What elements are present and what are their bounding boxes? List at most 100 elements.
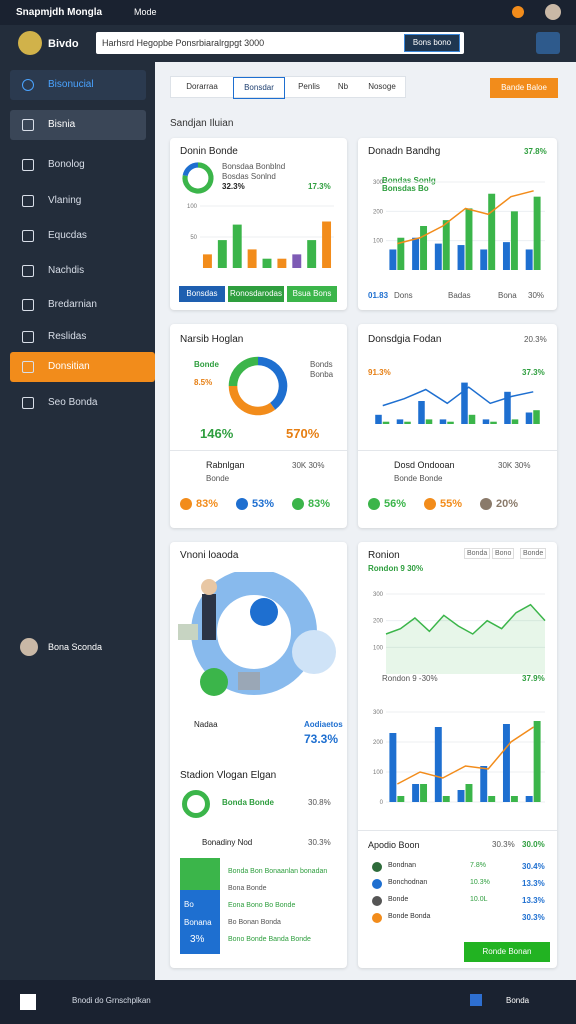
bar [533,196,541,270]
bar [502,242,510,270]
tab[interactable]: Bonsdar [233,77,285,99]
stat: 91.3% [368,368,391,377]
stat: 20% [496,498,519,510]
button[interactable]: Ronde Bonan [464,942,550,962]
nav-item[interactable]: Seo Bonda [48,397,98,408]
bar [397,796,405,802]
tab[interactable]: Bono [492,548,515,559]
bar [397,237,405,270]
legend: Bonba [310,370,334,379]
card-title: Vnoni loaoda [180,550,239,561]
avatar[interactable] [545,4,561,20]
tag: Nadaa [194,720,218,729]
user-name[interactable]: Bona Sconda [48,642,103,652]
stat: Rondon 9 30% [368,564,424,573]
bar [490,421,497,424]
menu[interactable]: Mode [134,7,157,17]
nav-icon [22,397,34,409]
bar [504,391,511,424]
row-name: Bondnan [388,862,417,869]
y-tick-label: 200 [373,209,384,215]
profile-button[interactable] [536,32,560,54]
row-b: 13.3% [522,896,545,905]
y-tick-label: 200 [373,619,384,625]
side-label: Bonde [194,360,219,369]
bar [277,258,287,268]
tab[interactable]: Nosoge [368,82,396,91]
stat-dot [180,498,192,510]
bar [461,382,468,424]
card: Donin Bonde Bonsdaa Bonblnd Bosdas Sonln… [170,138,347,310]
nav-item[interactable]: Bisnia [10,110,146,140]
card-title: Narsib Hoglan [180,334,244,345]
nav-item[interactable]: Vlaning [48,195,82,206]
bar [465,208,473,270]
bar [247,249,257,268]
list-item: Bono Bonde Banda Bonde [228,936,311,943]
legend: 30% [528,291,545,300]
header: Bivdo Harhsrd Hegopbe Ponsrbiaralrgpgt 3… [0,25,576,62]
legend: Bosdas Sonlnd [222,172,276,181]
card: Narsib Hoglan Bonde 8.5% Bonds Bonba 146… [170,324,347,528]
line [397,190,534,245]
nav-icon [22,159,34,171]
action-button[interactable]: Bande Baloe [490,78,558,98]
nav-icon [22,361,34,373]
footer: Bnodi do Grnschplkan Bonda [0,980,576,1024]
row-a: 10.3% [470,879,490,886]
panel-text: 3% [190,934,205,945]
nav-icon [22,230,34,242]
button[interactable]: Bonsdas [179,286,225,302]
bar [468,414,476,424]
donut-slice [228,356,259,387]
search-button[interactable]: Bons bono [404,34,460,52]
nav-item[interactable]: Nachdis [48,265,85,276]
y-tick-label: 200 [373,740,384,746]
button[interactable]: Ronosdarodas [228,286,284,302]
nav-icon [22,119,34,131]
notify[interactable] [512,6,524,18]
card: Ronion Bonda Bono Bonde Rondon 9 30% 100 20… [358,542,557,968]
tab[interactable]: Dorarraa [186,82,218,91]
bar [434,243,442,270]
button[interactable]: Bsua Bons [287,286,337,302]
nav-item[interactable]: Equcdas [48,230,87,241]
card: Donadn Bandhg 37.8% Bondas Sonlg Bonsdas… [358,138,557,310]
combo-chart [375,382,540,424]
stat: 20.3% [524,335,547,344]
bar [375,414,382,424]
bar [420,226,428,270]
stat: 17.3% [308,182,331,191]
list-title: Apodio Boon [368,840,420,850]
nav-item[interactable]: Donsitian [10,352,155,382]
bar [502,724,510,802]
legend: Dons [394,291,413,300]
search-box[interactable]: Harhsrd Hegopbe Ponsrbiaralrgpgt 3000 Bo… [96,32,464,54]
tab[interactable]: Penlis [298,82,320,91]
footer-right[interactable]: Bonda [506,996,530,1005]
row-value: 30K 30% [292,461,325,470]
divider [358,450,557,451]
bar [418,401,425,424]
row-name: Bonde Bonda [388,913,431,920]
row-value: 30K 30% [498,461,531,470]
illustration [178,572,336,696]
nav-item[interactable]: Bredarnian [48,299,97,310]
app-title: Snapmjdh Mongla [16,7,103,18]
card-title: Donin Bonde [180,146,238,157]
bar [482,419,490,424]
tab[interactable]: Nb [337,82,349,91]
legend: Bonsdaa Bonblnd [222,162,286,171]
area [386,604,545,674]
nav-item[interactable]: Reslidas [48,331,87,342]
bar [488,796,496,802]
section-title: Sandjan Iluian [170,118,234,129]
user-avatar [20,638,38,656]
row-dot [372,913,382,923]
row-name: Bonchodnan [388,879,428,886]
nav-item[interactable]: Bonolog [48,159,85,170]
tab[interactable]: Bonda [464,548,491,559]
ring-label: Bonda Bonde [222,798,274,807]
tab[interactable]: Bonde [520,548,547,559]
bar [533,721,541,802]
